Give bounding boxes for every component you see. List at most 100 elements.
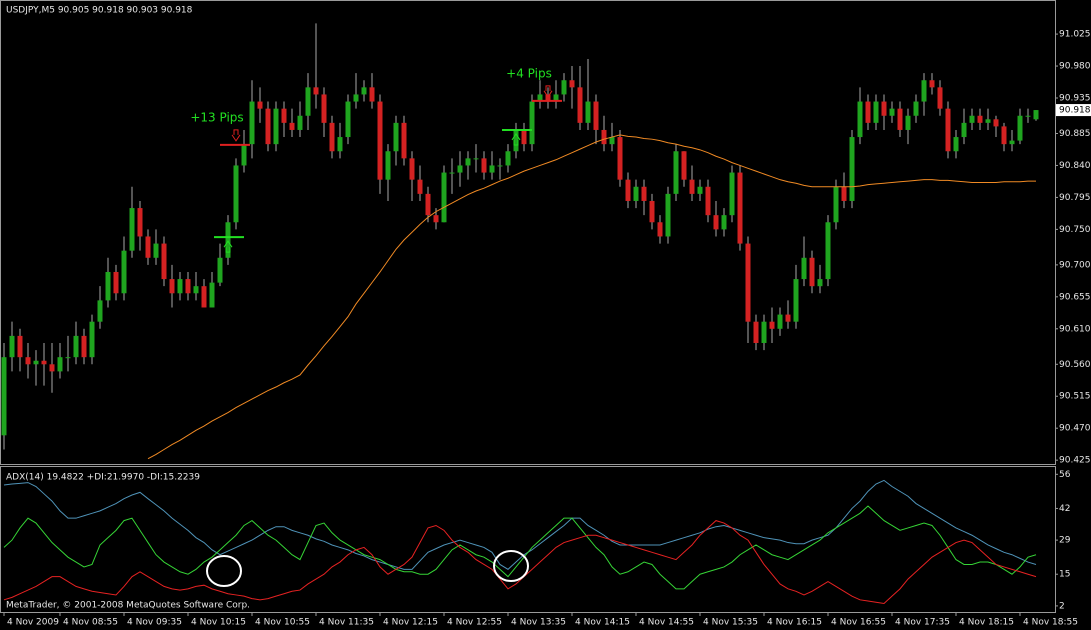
indicator-line: [3, 505, 1037, 590]
candle-body: [297, 115, 303, 130]
candle-body: [73, 335, 79, 358]
candle-body: [1009, 140, 1015, 145]
candle-body: [385, 151, 391, 180]
candle-body: [633, 186, 639, 201]
last-price-label: 90.918: [1059, 106, 1091, 116]
y-tick-label: 90.750: [1059, 225, 1091, 235]
candle-body: [81, 335, 87, 358]
trade-label: +4 Pips: [506, 66, 552, 80]
chart-title: USDJPY,M5 90.905 90.918 90.903 90.918: [6, 6, 193, 16]
candle-body: [801, 257, 807, 280]
candle-body: [505, 151, 511, 166]
candle-body: [369, 87, 375, 102]
candle-body: [225, 222, 231, 258]
candle-body: [529, 101, 535, 145]
y-tick-label: 90.935: [1059, 93, 1091, 103]
x-tick-label: 4 Nov 18:15: [959, 618, 1014, 628]
candle-body: [809, 257, 815, 287]
highlight-circle: [206, 555, 242, 587]
candle-body: [481, 158, 487, 173]
candle-body: [329, 122, 335, 152]
candle-body: [97, 300, 103, 322]
candle-body: [353, 94, 359, 102]
candle-body: [969, 115, 975, 123]
y-tick-label: 90.425: [1059, 456, 1091, 466]
candle-body: [1033, 110, 1039, 120]
last-price-box: [1056, 104, 1091, 117]
x-tick-label: 4 Nov 14:55: [639, 618, 694, 628]
candle-body: [913, 101, 919, 116]
candle-body: [681, 151, 687, 180]
y-tick-label: 42: [1059, 504, 1070, 514]
candle-body: [585, 101, 591, 123]
x-tick-label: 4 Nov 14:15: [575, 618, 630, 628]
candle-body: [769, 321, 775, 329]
indicator-line: [3, 479, 1037, 570]
x-tick-label: 4 Nov 13:35: [511, 618, 566, 628]
candle-body: [849, 137, 855, 201]
candle-body: [697, 186, 703, 194]
candle-body: [865, 101, 871, 123]
candle-body: [857, 101, 863, 138]
candle-body: [993, 119, 999, 127]
candle-body: [929, 80, 935, 88]
candle-body: [33, 360, 39, 365]
candle-body: [233, 165, 239, 223]
sell-arrow: [543, 85, 553, 98]
candle-body: [905, 115, 911, 130]
candle-body: [569, 80, 575, 88]
candle-body: [361, 87, 367, 95]
y-tick-label: 90.655: [1059, 292, 1091, 302]
candle-body: [473, 158, 479, 160]
candle-body: [537, 94, 543, 102]
candle-body: [433, 215, 439, 223]
candle-body: [105, 271, 111, 301]
candle-body: [513, 129, 519, 152]
y-tick-label: 90.610: [1059, 324, 1091, 334]
candle-body: [129, 208, 135, 251]
candle-body: [9, 335, 15, 358]
candle-body: [25, 357, 31, 365]
candle-body: [881, 101, 887, 116]
candle-body: [721, 215, 727, 230]
candle-body: [729, 172, 735, 216]
candle-body: [1025, 115, 1031, 117]
candle-body: [265, 108, 271, 145]
candle-body: [345, 101, 351, 138]
candle-body: [217, 257, 223, 283]
candle-body: [1001, 126, 1007, 145]
candle-body: [321, 94, 327, 123]
candle-body: [953, 137, 959, 152]
candle-body: [161, 243, 167, 280]
candle-body: [657, 222, 663, 237]
candle-body: [737, 172, 743, 244]
candle-body: [497, 165, 503, 167]
x-tick-label: 4 Nov 10:15: [191, 618, 246, 628]
x-tick-label: 4 Nov 15:35: [703, 618, 758, 628]
x-tick-label: 4 Nov 12:55: [447, 618, 502, 628]
price-panel-frame: [0, 0, 1056, 465]
candle-body: [553, 94, 559, 102]
x-tick-label: 4 Nov 16:55: [831, 618, 886, 628]
highlight-circle: [493, 550, 529, 582]
candle-body: [617, 137, 623, 180]
y-tick-label: 90.885: [1059, 129, 1091, 139]
candle-body: [113, 271, 119, 294]
candle-body: [761, 321, 767, 343]
candle-body: [1017, 115, 1023, 141]
candle-body: [377, 101, 383, 180]
candle-body: [977, 115, 983, 123]
candle-body: [89, 321, 95, 358]
candle-body: [545, 94, 551, 102]
candle-body: [241, 144, 247, 166]
y-tick-label: 56: [1059, 470, 1071, 480]
indicator-title: ADX(14) 19.4822 +DI:21.9970 -DI:15.2239: [6, 473, 200, 483]
candle-body: [777, 314, 783, 329]
candle-body: [601, 129, 607, 145]
candle-body: [281, 108, 287, 123]
y-tick-label: 90.700: [1059, 260, 1091, 270]
y-tick-label: 90.980: [1059, 62, 1091, 72]
candle-body: [65, 357, 71, 359]
